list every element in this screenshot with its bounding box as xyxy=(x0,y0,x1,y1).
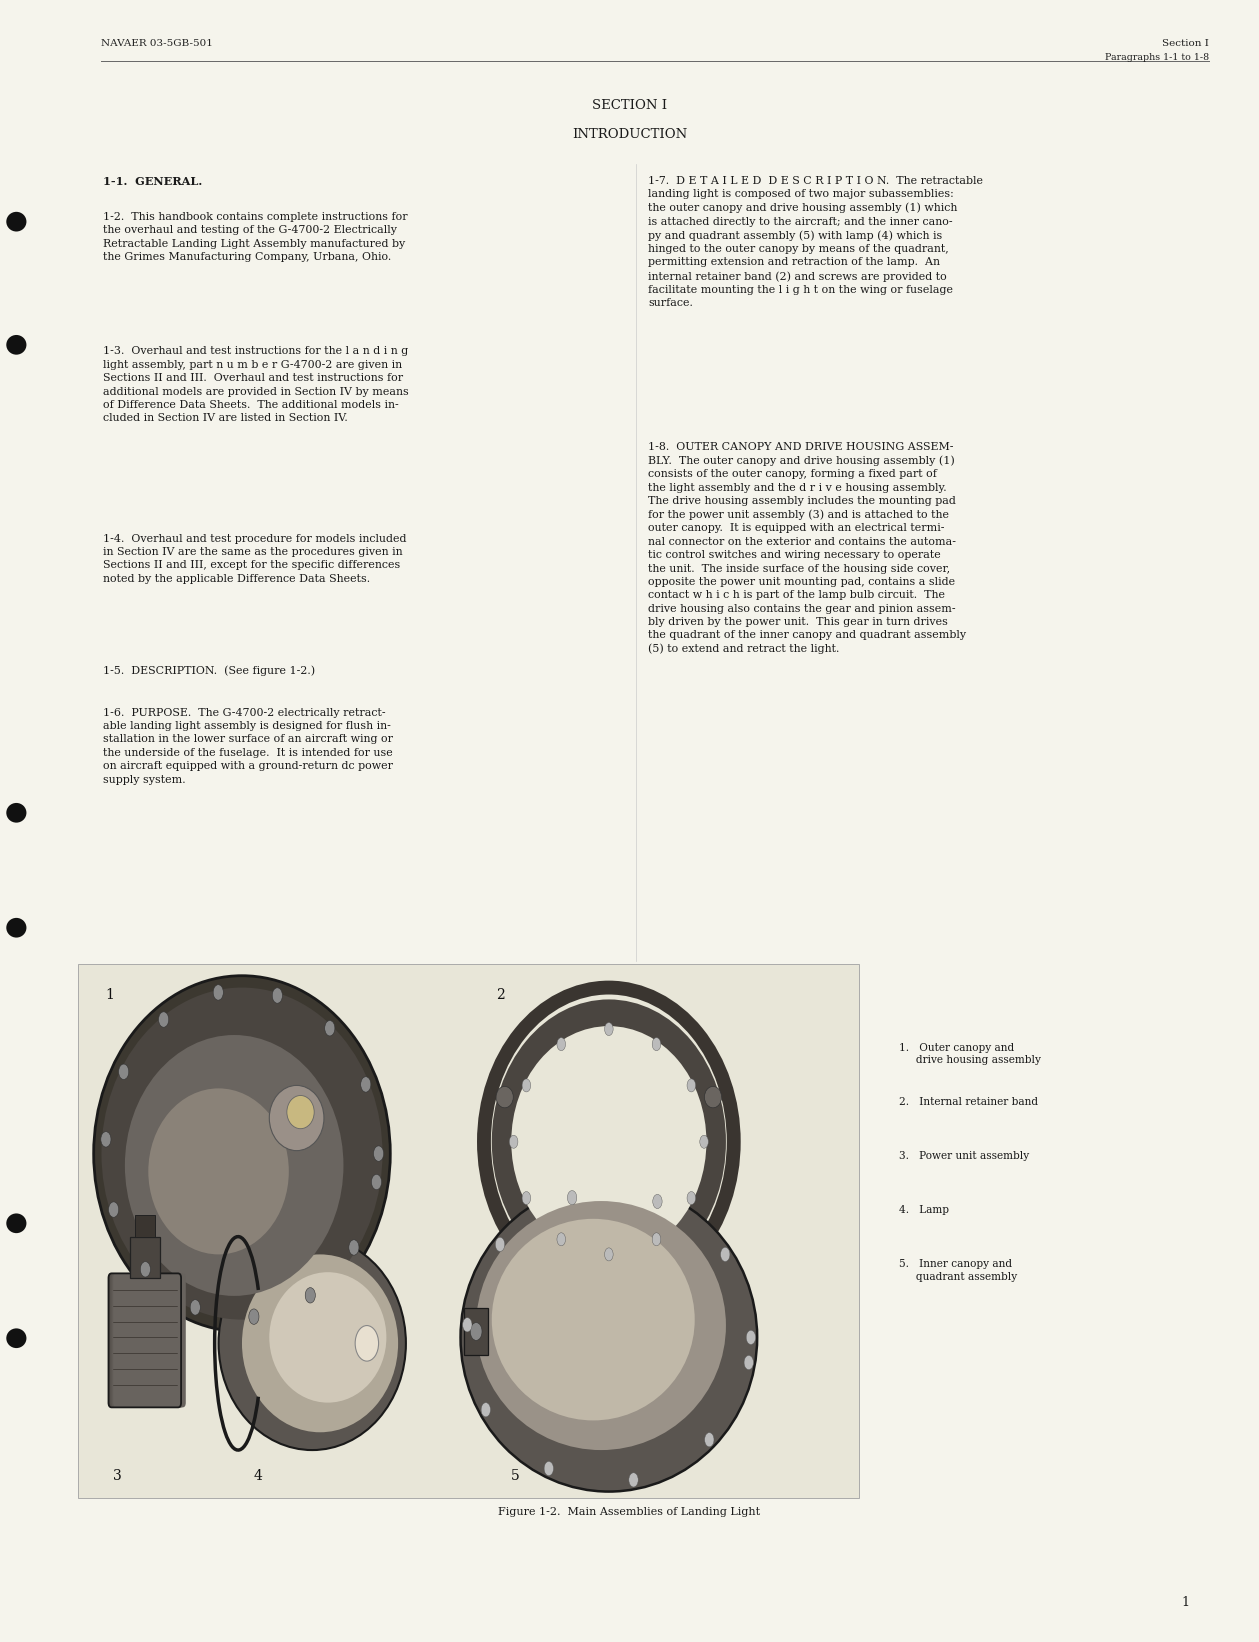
Ellipse shape xyxy=(705,1087,721,1108)
FancyBboxPatch shape xyxy=(112,1274,184,1407)
Ellipse shape xyxy=(355,1325,379,1361)
Ellipse shape xyxy=(371,1174,381,1190)
Ellipse shape xyxy=(604,1248,613,1261)
Ellipse shape xyxy=(705,1432,714,1447)
Ellipse shape xyxy=(6,918,26,938)
Ellipse shape xyxy=(101,1131,111,1148)
Ellipse shape xyxy=(652,1194,662,1209)
Ellipse shape xyxy=(700,1135,709,1148)
Ellipse shape xyxy=(720,1248,730,1261)
Text: 3: 3 xyxy=(113,1468,122,1483)
Ellipse shape xyxy=(522,1192,531,1205)
Text: Section I: Section I xyxy=(1162,39,1209,48)
Ellipse shape xyxy=(6,1213,26,1233)
Ellipse shape xyxy=(102,987,383,1320)
Ellipse shape xyxy=(269,1273,387,1402)
Text: 1-5.  DESCRIPTION.  (See figure 1-2.): 1-5. DESCRIPTION. (See figure 1-2.) xyxy=(103,665,315,675)
Text: INTRODUCTION: INTRODUCTION xyxy=(572,128,687,141)
Text: 1-2.  This handbook contains complete instructions for
the overhaul and testing : 1-2. This handbook contains complete ins… xyxy=(103,212,408,261)
Ellipse shape xyxy=(6,1328,26,1348)
Ellipse shape xyxy=(213,985,223,1000)
Text: 3.   Power unit assembly: 3. Power unit assembly xyxy=(899,1151,1029,1161)
Text: Figure 1-2.  Main Assemblies of Landing Light: Figure 1-2. Main Assemblies of Landing L… xyxy=(499,1507,760,1517)
Text: 1-7.  D E T A I L E D  D E S C R I P T I O N.  The retractable
landing light is : 1-7. D E T A I L E D D E S C R I P T I O… xyxy=(648,176,983,309)
Ellipse shape xyxy=(495,1238,505,1251)
Ellipse shape xyxy=(744,1355,753,1369)
Text: 1-4.  Overhaul and test procedure for models included
in Section IV are the same: 1-4. Overhaul and test procedure for mod… xyxy=(103,534,407,583)
Ellipse shape xyxy=(471,1322,482,1340)
Ellipse shape xyxy=(544,1461,554,1476)
Ellipse shape xyxy=(476,1200,726,1450)
Ellipse shape xyxy=(93,975,390,1332)
Ellipse shape xyxy=(6,803,26,823)
Text: Paragraphs 1-1 to 1-8: Paragraphs 1-1 to 1-8 xyxy=(1104,53,1209,61)
Ellipse shape xyxy=(462,1317,472,1332)
Text: 4: 4 xyxy=(253,1468,263,1483)
Ellipse shape xyxy=(556,1038,565,1051)
FancyBboxPatch shape xyxy=(113,1274,186,1407)
Ellipse shape xyxy=(556,1233,565,1246)
Text: NAVAER 03-5GB-501: NAVAER 03-5GB-501 xyxy=(101,39,213,48)
FancyBboxPatch shape xyxy=(108,1274,181,1407)
Ellipse shape xyxy=(272,988,282,1003)
Text: 2.   Internal retainer band: 2. Internal retainer band xyxy=(899,1097,1039,1107)
Text: 1-8.  OUTER CANOPY AND DRIVE HOUSING ASSEM-
BLY.  The outer canopy and drive hou: 1-8. OUTER CANOPY AND DRIVE HOUSING ASSE… xyxy=(648,442,967,655)
Ellipse shape xyxy=(6,335,26,355)
Text: 4.   Lamp: 4. Lamp xyxy=(899,1205,949,1215)
Ellipse shape xyxy=(628,1473,638,1488)
Ellipse shape xyxy=(492,1218,695,1420)
Text: 1-6.  PURPOSE.  The G-4700-2 electrically retract-
able landing light assembly i: 1-6. PURPOSE. The G-4700-2 electrically … xyxy=(103,708,393,785)
Ellipse shape xyxy=(652,1038,661,1051)
Ellipse shape xyxy=(305,1287,315,1304)
Ellipse shape xyxy=(349,1240,359,1254)
Ellipse shape xyxy=(652,1233,661,1246)
Ellipse shape xyxy=(125,1034,344,1296)
Ellipse shape xyxy=(687,1079,696,1092)
Ellipse shape xyxy=(159,1011,169,1028)
Bar xyxy=(135,1215,155,1236)
Ellipse shape xyxy=(461,1184,757,1491)
Ellipse shape xyxy=(374,1146,384,1161)
Text: 5.   Inner canopy and
     quadrant assembly: 5. Inner canopy and quadrant assembly xyxy=(899,1259,1017,1282)
Ellipse shape xyxy=(149,1089,288,1254)
Ellipse shape xyxy=(269,1085,324,1151)
Ellipse shape xyxy=(492,1000,726,1284)
Bar xyxy=(78,964,859,1498)
Ellipse shape xyxy=(361,1077,371,1092)
Text: SECTION I: SECTION I xyxy=(592,99,667,112)
Ellipse shape xyxy=(496,1087,514,1108)
Text: 1: 1 xyxy=(106,988,115,1002)
Ellipse shape xyxy=(287,1095,315,1128)
Ellipse shape xyxy=(604,1023,613,1036)
Polygon shape xyxy=(465,1307,487,1355)
Ellipse shape xyxy=(242,1254,398,1432)
Ellipse shape xyxy=(511,1026,706,1258)
Ellipse shape xyxy=(510,1135,517,1148)
Text: 2: 2 xyxy=(496,988,505,1002)
Text: 1.   Outer canopy and
     drive housing assembly: 1. Outer canopy and drive housing assemb… xyxy=(899,1043,1041,1066)
Ellipse shape xyxy=(481,1402,491,1417)
Ellipse shape xyxy=(219,1236,405,1450)
Ellipse shape xyxy=(108,1202,118,1217)
Ellipse shape xyxy=(522,1079,531,1092)
Ellipse shape xyxy=(747,1330,755,1345)
Text: 1-1.  GENERAL.: 1-1. GENERAL. xyxy=(103,176,203,187)
Text: 1: 1 xyxy=(1182,1596,1190,1609)
Text: 1-3.  Overhaul and test instructions for the l a n d i n g
light assembly, part : 1-3. Overhaul and test instructions for … xyxy=(103,346,409,424)
Ellipse shape xyxy=(6,212,26,232)
Bar xyxy=(131,1236,160,1277)
Ellipse shape xyxy=(190,1300,200,1315)
Ellipse shape xyxy=(325,1021,335,1036)
Ellipse shape xyxy=(687,1192,696,1205)
Text: 5: 5 xyxy=(511,1468,520,1483)
Ellipse shape xyxy=(568,1190,577,1205)
Ellipse shape xyxy=(140,1261,151,1277)
FancyBboxPatch shape xyxy=(110,1274,183,1407)
Ellipse shape xyxy=(249,1309,259,1325)
Ellipse shape xyxy=(118,1064,128,1079)
